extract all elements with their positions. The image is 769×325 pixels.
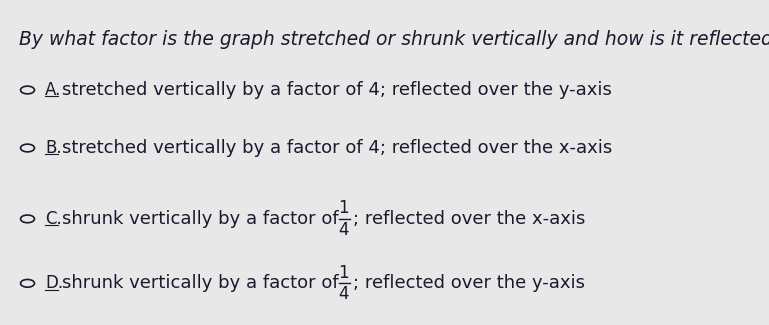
- Text: C.: C.: [45, 210, 62, 228]
- Text: shrunk vertically by a factor of: shrunk vertically by a factor of: [62, 210, 345, 228]
- Text: stretched vertically by a factor of 4; reflected over the x-axis: stretched vertically by a factor of 4; r…: [62, 139, 613, 157]
- Text: 1: 1: [338, 264, 348, 282]
- Text: A.: A.: [45, 81, 62, 99]
- Text: 1: 1: [338, 199, 348, 217]
- Text: 4: 4: [338, 285, 348, 303]
- Text: 4: 4: [338, 221, 348, 239]
- Text: B.: B.: [45, 139, 62, 157]
- Text: By what factor is the graph stretched or shrunk vertically and how is it reflect: By what factor is the graph stretched or…: [18, 31, 769, 49]
- Text: D.: D.: [45, 274, 63, 292]
- Text: ; reflected over the x-axis: ; reflected over the x-axis: [353, 210, 585, 228]
- Text: shrunk vertically by a factor of: shrunk vertically by a factor of: [62, 274, 345, 292]
- Text: ; reflected over the y-axis: ; reflected over the y-axis: [353, 274, 585, 292]
- Text: stretched vertically by a factor of 4; reflected over the y-axis: stretched vertically by a factor of 4; r…: [62, 81, 612, 99]
